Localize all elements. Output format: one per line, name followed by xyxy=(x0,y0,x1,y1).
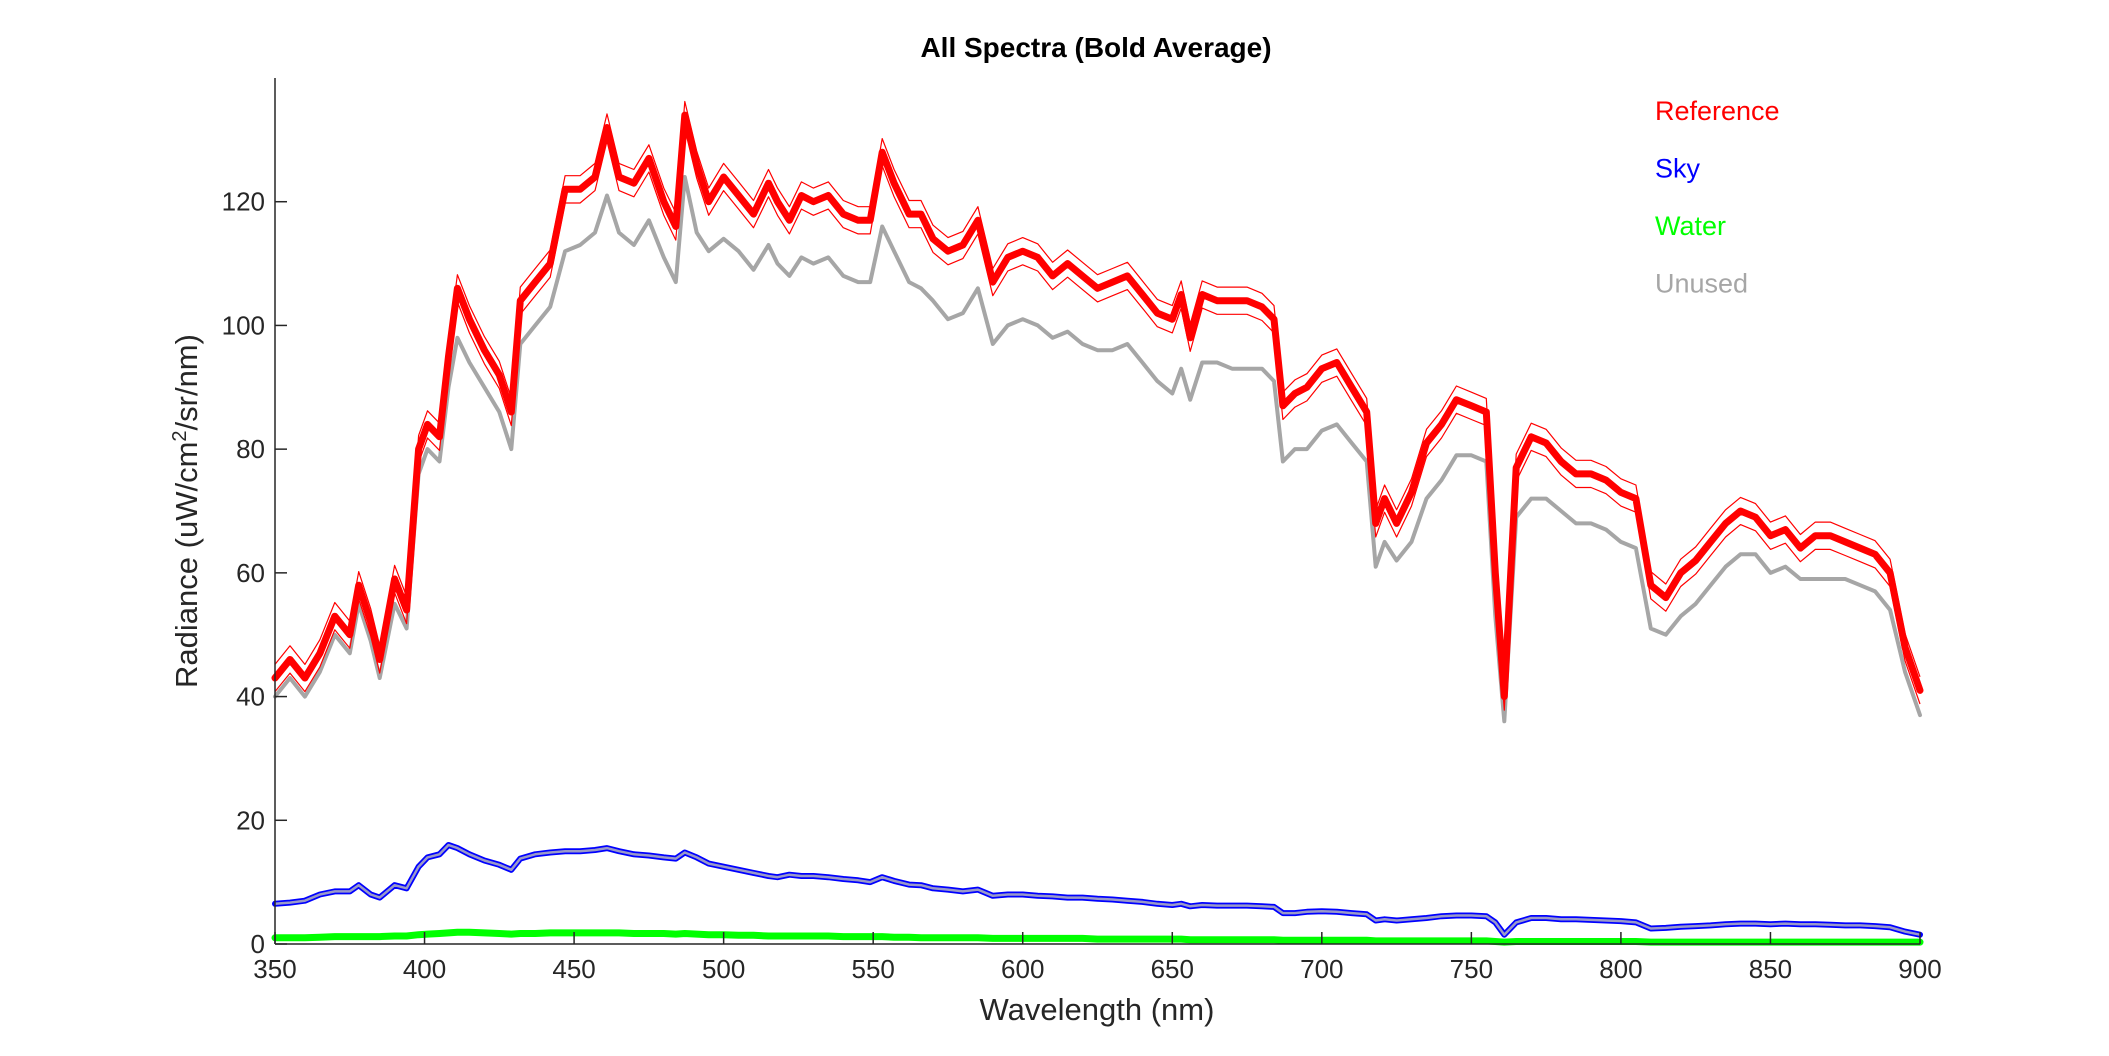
x-tick-label: 900 xyxy=(1898,954,1941,984)
legend-entry-water: Water xyxy=(1655,211,1726,241)
x-tick-label: 550 xyxy=(851,954,894,984)
x-tick-label: 350 xyxy=(253,954,296,984)
x-tick-label: 450 xyxy=(552,954,595,984)
y-axis-label-tail: /sr/nm) xyxy=(169,334,204,430)
x-tick-label: 850 xyxy=(1749,954,1792,984)
x-tick-label: 700 xyxy=(1300,954,1343,984)
y-tick-label: 0 xyxy=(251,929,265,959)
y-axis-label: Radiance (uW/cm2/sr/nm) xyxy=(169,334,204,688)
series-line-reference-envelope xyxy=(274,100,1921,684)
chart-title: All Spectra (Bold Average) xyxy=(920,32,1271,63)
x-tick-label: 500 xyxy=(702,954,745,984)
x-tick-label: 800 xyxy=(1599,954,1642,984)
series-line-reference xyxy=(271,111,1924,701)
x-axis-ticks: 350 400 450 500 550 600 650 700 750 800 850 900 xyxy=(253,932,1942,984)
y-tick-label: 100 xyxy=(222,310,265,340)
series-line-water xyxy=(271,928,1924,946)
series-line-sky xyxy=(274,843,1921,936)
legend-entry-sky: Sky xyxy=(1655,154,1701,184)
x-tick-label: 750 xyxy=(1450,954,1493,984)
y-tick-label: 60 xyxy=(236,558,265,588)
x-tick-label: 650 xyxy=(1151,954,1194,984)
y-tick-label: 80 xyxy=(236,434,265,464)
x-axis-label: Wavelength (nm) xyxy=(980,992,1215,1027)
legend-entry-unused: Unused xyxy=(1655,269,1748,299)
legend: Reference Sky Water Unused xyxy=(1655,96,1780,299)
y-tick-label: 40 xyxy=(236,682,265,712)
y-axis-label-superscript: 2 xyxy=(169,430,191,441)
x-tick-label: 600 xyxy=(1001,954,1044,984)
legend-entry-reference: Reference xyxy=(1655,96,1780,126)
y-tick-label: 120 xyxy=(222,187,265,217)
x-tick-label: 400 xyxy=(403,954,446,984)
y-axis-ticks: 0 20 40 60 80 100 120 xyxy=(222,187,287,959)
y-axis-label-main: Radiance (uW/cm xyxy=(169,442,204,688)
series-line-unused xyxy=(273,175,1922,724)
series-layer xyxy=(271,100,1924,946)
y-tick-label: 20 xyxy=(236,805,265,835)
